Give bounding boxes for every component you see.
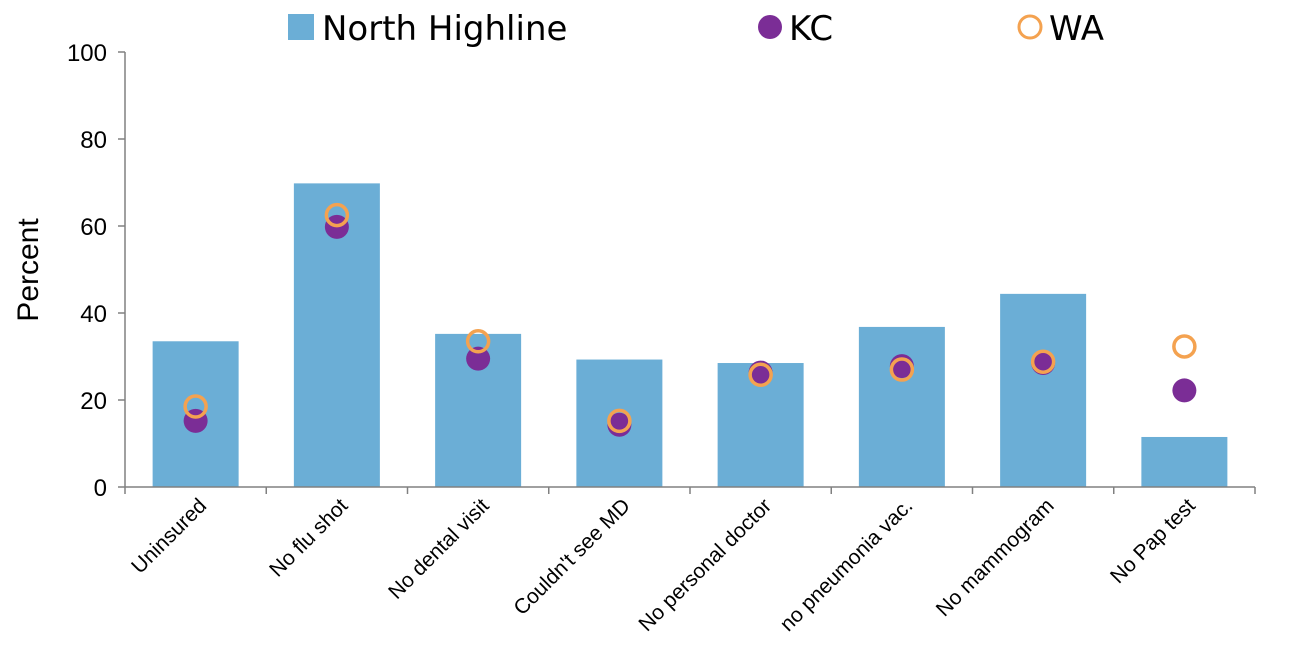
bar-no-pneumonia-vac bbox=[858, 326, 945, 487]
legend-label-north-highline: North Highline bbox=[322, 9, 567, 49]
x-tick-label: No mammogram bbox=[932, 494, 1059, 621]
wa-point-no-dental-visit bbox=[465, 329, 491, 354]
x-tick-label: no pneumonia vac. bbox=[776, 494, 918, 636]
legend-swatch-wa bbox=[1017, 14, 1043, 40]
wa-point-no-personal-doctor bbox=[748, 362, 773, 388]
wa-point-no-mammogram bbox=[1030, 349, 1056, 374]
x-tick-label: Couldn't see MD bbox=[509, 494, 635, 620]
x-tick-label: No dental visit bbox=[384, 494, 494, 604]
kc-point-no-dental-visit bbox=[466, 346, 491, 371]
x-tick-label: No flu shot bbox=[265, 494, 352, 581]
y-tick-label: 60 bbox=[80, 214, 107, 241]
legend-label-wa: WA bbox=[1049, 9, 1104, 49]
bar-no-mammogram bbox=[1000, 293, 1087, 487]
y-tick-label: 0 bbox=[94, 475, 107, 502]
legend-swatch-north-highline bbox=[288, 14, 314, 40]
y-tick-label: 40 bbox=[80, 301, 107, 328]
legend-swatch-kc bbox=[758, 15, 782, 39]
legend: North Highline KC WA bbox=[288, 9, 1104, 49]
wa-point-no-flu-shot bbox=[324, 202, 350, 228]
x-tick-label: No personal doctor bbox=[634, 494, 776, 636]
x-axis: Uninsured No flu shot No dental visit Could… bbox=[124, 486, 1256, 636]
point-series-wa bbox=[183, 202, 1197, 434]
y-tick-label: 20 bbox=[80, 388, 107, 415]
wa-point-couldn-t-see-md bbox=[607, 408, 632, 434]
bar-series-north-highline bbox=[152, 183, 1228, 487]
wa-point-no-pap-test bbox=[1172, 334, 1197, 359]
x-tick-label: No Pap test bbox=[1106, 494, 1200, 588]
kc-point-no-pap-test bbox=[1172, 378, 1197, 403]
wa-point-uninsured bbox=[183, 394, 208, 419]
y-axis-title: Percent bbox=[12, 218, 45, 322]
y-tick-label: 100 bbox=[67, 40, 107, 67]
x-tick-label: Uninsured bbox=[127, 494, 211, 578]
bar-no-pap-test bbox=[1141, 436, 1228, 487]
y-axis: 0 20 40 60 80 100 bbox=[67, 40, 126, 502]
wa-point-no-pneumonia-vac bbox=[889, 357, 915, 382]
legend-label-kc: KC bbox=[789, 9, 833, 49]
y-tick-label: 80 bbox=[80, 127, 107, 154]
